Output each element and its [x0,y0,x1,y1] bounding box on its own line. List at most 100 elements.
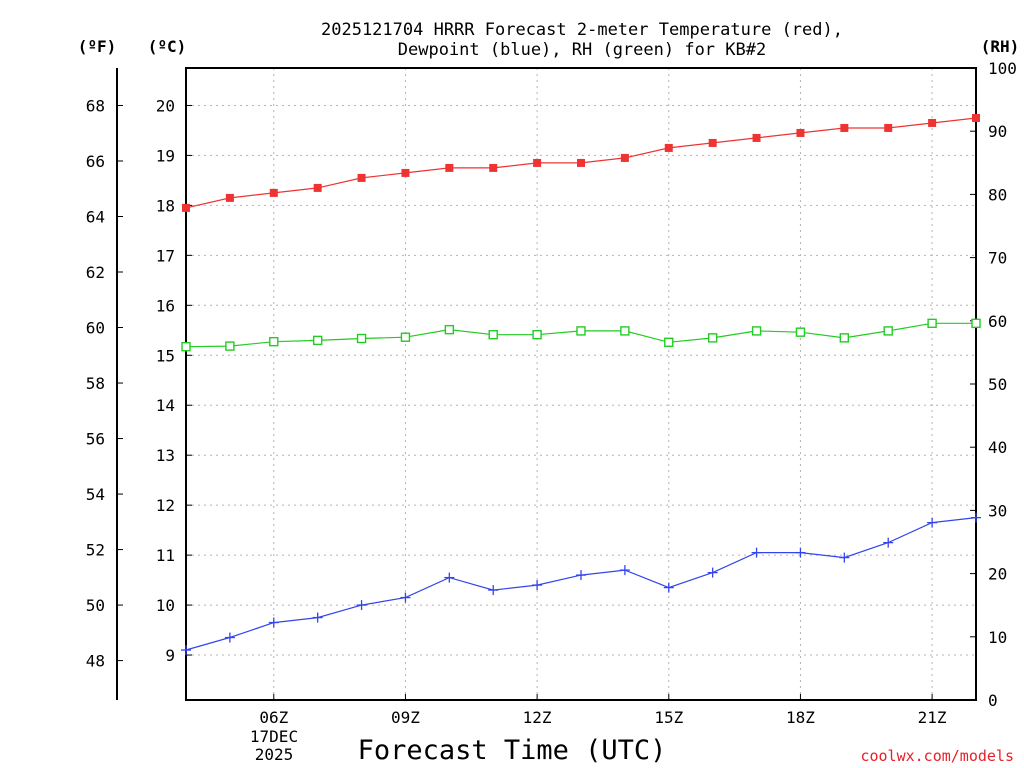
rh-point [707,333,718,343]
dewpoint-point [576,570,586,581]
rh-tick-label: 70 [988,249,1007,268]
temperature-point [533,158,542,167]
temperature-point [796,128,805,137]
temperature-point [577,158,585,167]
rh-point [576,326,586,336]
dewpoint-point [663,582,674,593]
rh-point [532,330,542,340]
dewpoint-point [927,517,938,528]
rh-point [751,326,762,336]
x-tick-label: 06Z [259,708,288,727]
dewpoint-point [839,552,850,563]
c-tick-label: 13 [156,446,175,465]
chart-title-line2: Dewpoint (blue), RH (green) for KB#2 [398,40,766,60]
celsius-unit-label: (ºC) [148,37,187,56]
temperature-point [445,163,454,172]
rh-tick-label: 100 [988,59,1017,78]
rh-point [356,333,367,344]
temperature-point [620,153,629,162]
dewpoint-point [356,600,367,611]
c-tick-label: 17 [156,246,175,265]
rh-unit-label: (RH) [981,37,1020,56]
temperature-point [357,173,366,182]
c-tick-label: 19 [156,146,175,165]
rh-point [883,326,893,336]
rh-point [312,335,323,346]
f-tick-label: 58 [86,374,105,393]
dewpoint-point [488,585,499,596]
rh-point [181,342,191,352]
rh-point [400,332,411,342]
x-tick-label: 18Z [786,708,815,727]
c-tick-label: 16 [156,296,175,315]
rh-point [927,318,937,329]
f-tick-label: 60 [86,319,105,338]
c-tick-label: 10 [156,596,175,615]
temperature-point [884,123,893,132]
temperature-point [752,133,761,142]
dewpoint-point [268,617,279,628]
x-tick-label: 12Z [523,708,552,727]
rh-point [620,326,630,336]
dewpoint-point [971,512,981,523]
c-tick-label: 14 [156,396,175,415]
temperature-point [313,183,322,192]
dewpoint-point [444,572,455,583]
date-label-day: 17DEC [250,727,298,746]
dewpoint-point [181,645,191,656]
rh-point [971,318,981,329]
rh-tick-label: 60 [988,312,1007,331]
dewpoint-point [224,632,235,643]
dewpoint-point [400,592,411,603]
rh-point [444,324,455,335]
rh-point [664,337,674,347]
temperature-point [489,163,498,172]
temperature-point [269,188,278,197]
c-tick-label: 12 [156,496,175,515]
rh-tick-label: 20 [988,565,1007,584]
rh-point [795,327,806,337]
rh-tick-label: 90 [988,122,1007,141]
chart-title-line1: 2025121704 HRRR Forecast 2-meter Tempera… [321,20,843,40]
x-tick-label: 15Z [654,708,683,727]
f-tick-label: 48 [86,652,105,671]
f-tick-label: 66 [86,152,105,171]
temperature-point [840,123,849,132]
x-tick-label: 09Z [391,708,420,727]
c-tick-label: 9 [165,646,175,665]
temperature-point [972,113,980,122]
rh-point [269,336,279,347]
watermark: coolwx.com/models [860,747,1014,765]
date-label-year: 2025 [255,745,294,764]
rh-tick-label: 30 [988,501,1007,520]
temperature-point [928,118,937,127]
c-tick-label: 15 [156,346,175,365]
dewpoint-point [312,612,323,623]
rh-tick-label: 80 [988,185,1007,204]
rh-tick-label: 10 [988,628,1007,647]
temperature-point [225,193,234,202]
f-tick-label: 56 [86,430,105,449]
dewpoint-point [795,547,806,558]
dewpoint-line [185,517,977,651]
x-tick-label: 21Z [918,708,947,727]
data-series [181,113,981,656]
dewpoint-point [707,567,718,578]
fahrenheit-unit-label: (ºF) [78,37,117,56]
rh-point [488,330,498,340]
f-tick-label: 64 [86,207,105,226]
c-tick-label: 20 [156,96,175,115]
temperature-point [182,203,190,212]
f-tick-label: 54 [86,485,105,504]
dewpoint-point [619,565,630,576]
rh-point [839,333,850,343]
temperature-point [401,168,410,177]
f-tick-label: 62 [86,263,105,282]
dewpoint-point [532,580,543,591]
f-tick-label: 52 [86,541,105,560]
dewpoint-point [751,547,762,558]
rh-tick-label: 40 [988,438,1007,457]
dewpoint-point [883,537,894,548]
rh-tick-label: 0 [988,691,998,710]
